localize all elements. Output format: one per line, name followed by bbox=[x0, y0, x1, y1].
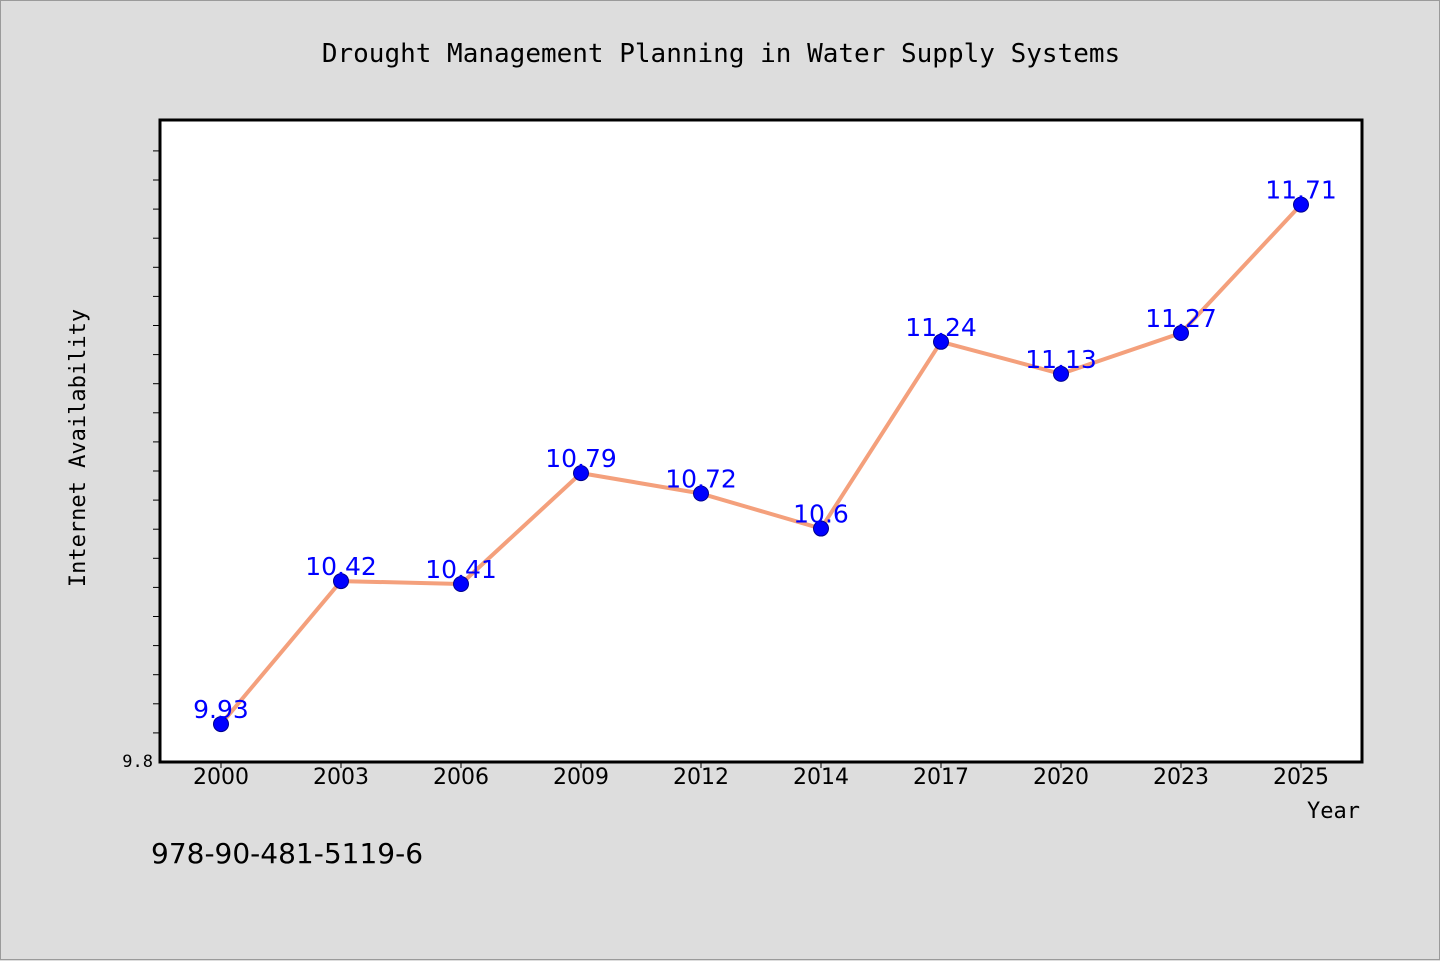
x-tick-label: 2009 bbox=[553, 765, 609, 790]
data-label: 10.72 bbox=[665, 465, 737, 494]
data-point bbox=[813, 520, 829, 537]
data-point bbox=[1173, 325, 1189, 342]
chart-title: Drought Management Planning in Water Sup… bbox=[322, 39, 1120, 69]
data-point bbox=[1293, 196, 1309, 213]
data-labels: 9.93 10.42 10.41 10.79 10.72 10.6 11.24 11.13 11… bbox=[193, 176, 1337, 724]
data-label: 10.6 bbox=[793, 500, 849, 529]
x-tick-label: 2020 bbox=[1033, 765, 1089, 790]
y-axis-label: Internet Availability bbox=[66, 309, 91, 587]
x-tick-label: 2003 bbox=[313, 765, 369, 790]
data-point bbox=[213, 716, 229, 733]
y-axis-ticks bbox=[153, 150, 160, 734]
x-tick-label: 2014 bbox=[793, 765, 849, 790]
data-point bbox=[453, 575, 469, 592]
data-label: 11.71 bbox=[1265, 176, 1337, 205]
data-label: 9.93 bbox=[193, 695, 249, 724]
data-label: 11.13 bbox=[1025, 345, 1097, 374]
x-tick-label: 2006 bbox=[433, 765, 489, 790]
x-tick-label: 2025 bbox=[1273, 765, 1329, 790]
data-label: 11.27 bbox=[1145, 304, 1217, 333]
series-line bbox=[219, 202, 1303, 727]
data-point bbox=[1053, 365, 1069, 382]
data-markers bbox=[213, 196, 1309, 733]
data-label: 10.42 bbox=[305, 552, 377, 581]
data-point bbox=[693, 485, 709, 502]
data-label: 10.79 bbox=[545, 444, 617, 473]
x-axis-label: Year bbox=[1307, 799, 1360, 824]
x-tick-label: 2000 bbox=[193, 765, 249, 790]
x-tick-label: 2012 bbox=[673, 765, 729, 790]
data-point bbox=[933, 333, 949, 350]
x-tick-label: 2017 bbox=[913, 765, 969, 790]
series-line-layer bbox=[219, 202, 1303, 727]
data-point bbox=[573, 465, 589, 482]
x-axis-ticks bbox=[220, 762, 1302, 768]
footer-text: 978-90-481-5119-6 bbox=[151, 837, 423, 870]
data-point bbox=[333, 573, 349, 590]
plot-area bbox=[158, 118, 1364, 764]
data-label: 11.24 bbox=[905, 313, 977, 342]
x-tick-label: 2023 bbox=[1153, 765, 1209, 790]
y-tick-label: 9.8 bbox=[122, 752, 153, 772]
x-tick-labels: 2000 2003 2006 2009 2012 2014 2017 2020 2023 2025 bbox=[193, 765, 1329, 790]
data-label: 10.41 bbox=[425, 555, 497, 584]
